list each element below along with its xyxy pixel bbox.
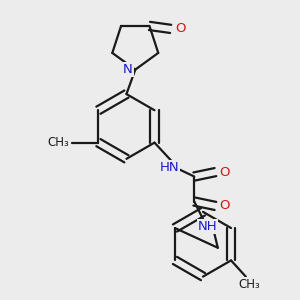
Text: N: N bbox=[123, 63, 133, 76]
Text: CH₃: CH₃ bbox=[238, 278, 260, 291]
Text: CH₃: CH₃ bbox=[48, 136, 70, 149]
Text: O: O bbox=[220, 200, 230, 212]
Text: NH: NH bbox=[198, 220, 217, 233]
Text: O: O bbox=[220, 166, 230, 178]
Text: O: O bbox=[175, 22, 185, 35]
Text: HN: HN bbox=[159, 161, 179, 174]
